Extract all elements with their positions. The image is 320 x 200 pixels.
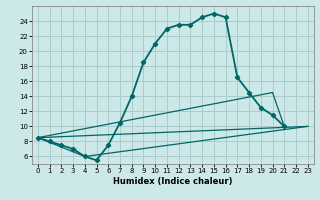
- X-axis label: Humidex (Indice chaleur): Humidex (Indice chaleur): [113, 177, 233, 186]
